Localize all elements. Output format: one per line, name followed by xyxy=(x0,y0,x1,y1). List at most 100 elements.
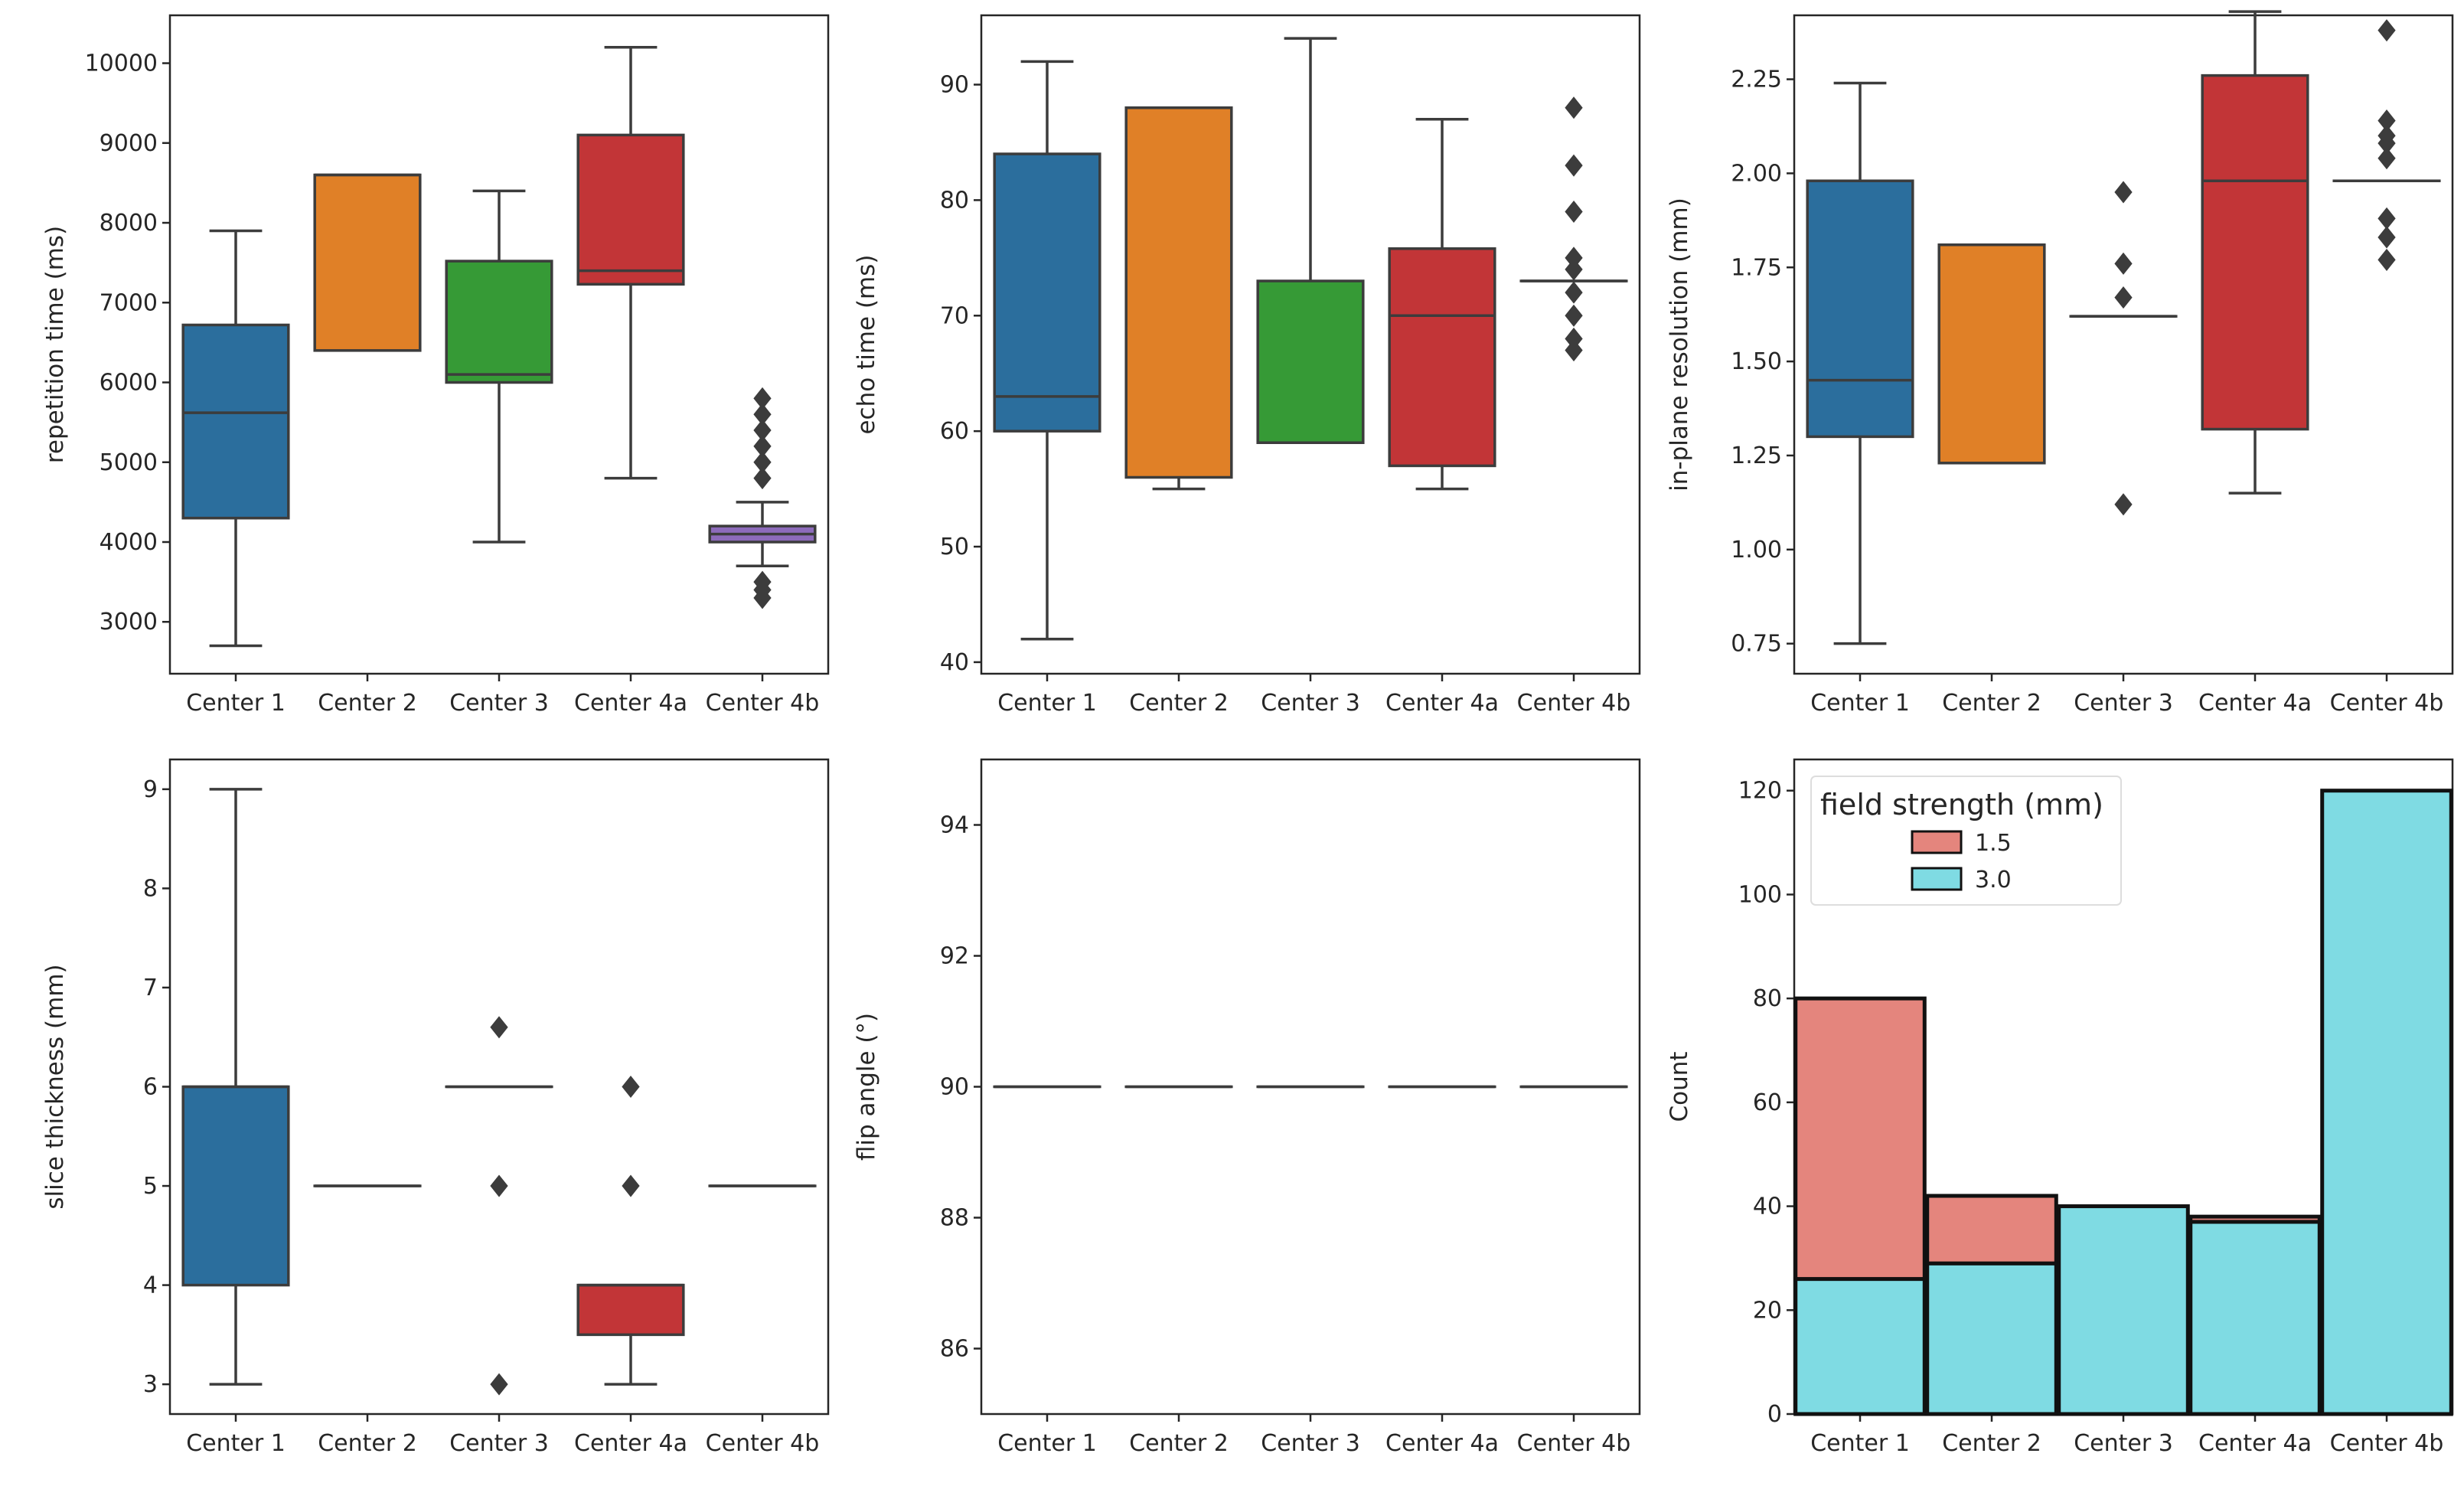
y-axis-title: slice thickness (mm) xyxy=(41,964,69,1209)
x-tick-label: Center 1 xyxy=(186,690,286,717)
box-center-3 xyxy=(445,1016,553,1396)
x-tick-label: Center 3 xyxy=(1261,690,1360,717)
y-tick-label: 80 xyxy=(1753,985,1782,1012)
x-tick-label: Center 3 xyxy=(1261,1430,1360,1457)
y-tick-label: 86 xyxy=(940,1336,969,1363)
y-tick-label: 90 xyxy=(940,1074,969,1101)
x-tick-label: Center 3 xyxy=(2074,690,2173,717)
legend: field strength (mm) 1.5 3.0 xyxy=(1810,776,2122,906)
y-tick-label: 40 xyxy=(1753,1194,1782,1220)
box-center-4b xyxy=(708,387,817,609)
y-tick-label: 1.00 xyxy=(1731,537,1782,563)
box-body xyxy=(181,323,290,520)
panel-repetition-time: 3000 4000 5000 6000 7000 8000 9000 10000 Center … xyxy=(41,14,830,717)
outlier-point xyxy=(490,1373,508,1396)
y-tick-label: 50 xyxy=(940,534,969,560)
bar-1-5-center-1 xyxy=(1793,996,1927,1282)
box-center-4a xyxy=(1388,118,1496,491)
y-axis-title: flip angle (°) xyxy=(853,1013,880,1161)
x-tick-label: Center 1 xyxy=(997,1430,1097,1457)
outlier-point xyxy=(2114,252,2133,275)
box-body xyxy=(1256,279,1365,444)
panel-flip-angle: 86 88 90 92 94 Center 1 Center 2 Center 3 Center… xyxy=(853,758,1641,1457)
x-tick-label: Center 3 xyxy=(2074,1430,2173,1457)
outlier-point xyxy=(1565,281,1583,304)
y-tick-label: 100 xyxy=(1738,881,1782,908)
outlier-point xyxy=(2378,147,2396,170)
y-tick-label: 8000 xyxy=(100,210,158,237)
bar-3-0-center-4a xyxy=(2188,1220,2322,1416)
panel-field-strength-count: 0 20 40 60 80 100 120 Center 1 Center 2 Center 3 C… xyxy=(1666,758,2454,1457)
y-tick-label: 90 xyxy=(940,72,969,99)
bar-1-5-center-4a xyxy=(2188,1214,2322,1224)
y-tick-label: 10000 xyxy=(85,51,158,77)
box-center-1 xyxy=(181,229,290,648)
x-tick-label: Center 2 xyxy=(1942,1430,2041,1457)
x-tick-label: Center 1 xyxy=(186,1430,286,1457)
outlier-point xyxy=(753,467,772,490)
bar-1-5-center-2 xyxy=(1925,1194,2058,1266)
bar-3-0-center-2 xyxy=(1925,1261,2058,1416)
y-tick-label: 4 xyxy=(143,1272,158,1299)
outlier-point xyxy=(1565,154,1583,177)
y-tick-label: 6000 xyxy=(100,370,158,397)
box-center-1 xyxy=(1806,81,1914,645)
box-center-3 xyxy=(445,189,553,544)
x-tick-label: Center 4a xyxy=(574,690,687,717)
outlier-point xyxy=(753,403,772,426)
y-axis-title: repetition time (ms) xyxy=(41,226,69,463)
y-axis-title: echo time (ms) xyxy=(853,254,880,434)
y-tick-label: 3 xyxy=(143,1371,158,1398)
x-tick-label: Center 1 xyxy=(1810,690,1910,717)
box-center-1 xyxy=(993,60,1101,641)
y-tick-label: 4000 xyxy=(100,529,158,556)
legend-swatch-3-0 xyxy=(1911,867,1963,891)
x-tick-label: Center 2 xyxy=(1942,690,2041,717)
panel-echo-time: 40 50 60 70 80 90 Center 1 Center 2 Center 3 Cent… xyxy=(853,14,1641,717)
y-tick-label: 20 xyxy=(1753,1297,1782,1324)
outlier-point xyxy=(2114,181,2133,204)
x-tick-label: Center 2 xyxy=(1129,1430,1229,1457)
x-tick-label: Center 4b xyxy=(2330,690,2444,717)
legend-box xyxy=(1810,776,2122,906)
y-tick-label: 120 xyxy=(1738,778,1782,805)
y-tick-label: 5 xyxy=(143,1173,158,1200)
x-tick-label: Center 4a xyxy=(1385,1430,1499,1457)
y-tick-label: 9000 xyxy=(100,130,158,157)
outlier-point xyxy=(1565,247,1583,269)
y-tick-label: 1.75 xyxy=(1731,254,1782,281)
y-tick-label: 2.25 xyxy=(1731,67,1782,93)
panel-in-plane-resolution: 0.75 1.00 1.25 1.50 1.75 2.00 2.25 Center 1 Cent… xyxy=(1666,10,2454,717)
y-tick-label: 80 xyxy=(940,187,969,214)
panel-slice-thickness: 3 4 5 6 7 8 9 Center 1 Center 2 Center 3 Center 4a… xyxy=(41,758,830,1457)
box-body xyxy=(1124,106,1233,479)
y-tick-label: 88 xyxy=(940,1205,969,1232)
legend-label-3-0: 3.0 xyxy=(1975,867,2012,893)
y-tick-label: 5000 xyxy=(100,449,158,476)
y-tick-label: 60 xyxy=(940,418,969,445)
y-tick-label: 1.50 xyxy=(1731,348,1782,375)
x-tick-label: Center 4b xyxy=(1517,1430,1631,1457)
outlier-point xyxy=(1565,200,1583,224)
x-tick-label: Center 1 xyxy=(1810,1430,1910,1457)
y-tick-label: 3000 xyxy=(100,609,158,635)
y-tick-label: 9 xyxy=(143,776,158,803)
x-tick-label: Center 4b xyxy=(2330,1430,2444,1457)
outlier-point xyxy=(1565,258,1583,281)
outlier-point xyxy=(2114,493,2133,516)
outlier-point xyxy=(2114,286,2133,309)
x-tick-label: Center 4b xyxy=(706,690,820,717)
x-tick-label: Center 4a xyxy=(574,1430,687,1457)
y-tick-label: 2.00 xyxy=(1731,160,1782,187)
box-center-2 xyxy=(1937,243,2046,465)
y-tick-label: 60 xyxy=(1753,1089,1782,1116)
y-tick-label: 94 xyxy=(940,812,969,839)
box-body xyxy=(993,152,1101,433)
y-axis-title: in-plane resolution (mm) xyxy=(1666,198,1693,492)
outlier-point xyxy=(622,1075,640,1099)
outlier-point xyxy=(490,1016,508,1039)
outlier-point xyxy=(1565,327,1583,351)
outlier-point xyxy=(2378,124,2396,147)
outlier-point xyxy=(1565,304,1583,327)
